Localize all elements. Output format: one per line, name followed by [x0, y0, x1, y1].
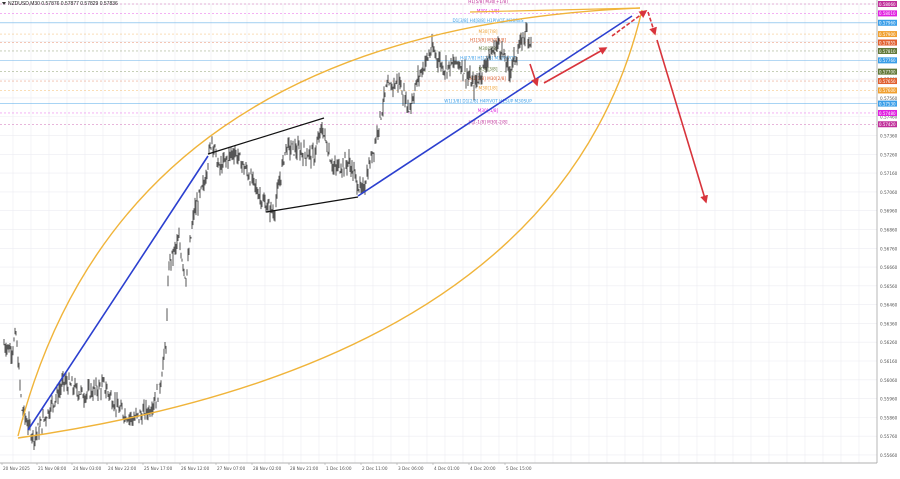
time-tick-label: 4 Dec 01:00 [434, 466, 460, 471]
price-badge-text: 0.57420 [879, 122, 896, 127]
arc-boundaries [17, 7, 643, 439]
price-tick-label: 0.57460 [880, 115, 898, 120]
time-tick-label: 5 Dec 15:00 [506, 466, 532, 471]
price-badge [878, 68, 897, 75]
level-label: D1[3/8] H4[8/8] H1PIVOT M30RES [452, 18, 523, 23]
price-badge-text: 0.57960 [879, 21, 896, 26]
price-badge-text: 0.57810 [879, 49, 896, 54]
price-tick-label: 0.57060 [880, 190, 898, 195]
level-label: M30[5/8] [479, 46, 498, 51]
price-badge [878, 47, 897, 54]
price-badge [878, 31, 897, 38]
price-badge-text: 0.57600 [879, 88, 896, 93]
price-badge-text: 0.57900 [879, 32, 896, 37]
price-tick-label: 0.56860 [880, 227, 898, 232]
price-badge [878, 87, 897, 94]
price-tick-label: 0.56560 [880, 284, 898, 289]
price-tick-label: 0.56760 [880, 246, 898, 251]
level-label: H4[7/8] H1[2/8] M30PIVOT [460, 55, 516, 60]
symbol-header: NZDUSD,M30 0.57876 0.57877 0.57829 0.578… [2, 1, 118, 7]
price-tick-label: 0.56960 [880, 209, 898, 214]
grid [0, 3, 877, 463]
price-badge [878, 109, 897, 116]
price-badge [878, 57, 897, 64]
level-label: H1[1/8] M30[2/8] [470, 76, 506, 81]
time-tick-label: 27 Nov 07:00 [217, 466, 246, 471]
price-tick-label: 0.57260 [880, 152, 898, 157]
price-badge [878, 100, 897, 107]
time-tick-label: 4 Dec 20:00 [470, 466, 496, 471]
price-tick-label: 0.56660 [880, 265, 898, 270]
price-badge [878, 78, 897, 85]
trendlines [27, 15, 633, 431]
price-tick-label: 0.56260 [880, 340, 898, 345]
level-label: W1[3/8] D1[2/8] H4PIVOT H1SUP M30SUP [444, 99, 532, 104]
price-badge-text: 0.57760 [879, 58, 896, 63]
projection-arrows [529, 10, 708, 204]
time-tick-label: 24 Nov 22:00 [108, 466, 137, 471]
level-label: H1[-1/8] M30[-2/8] [468, 119, 507, 124]
level-label: H1[3/8] M30[6/8] [470, 38, 506, 43]
price-axis[interactable]: 0.580600.579600.578600.577600.576600.575… [880, 2, 898, 458]
symbol-ohlc-text: NZDUSD,M30 0.57876 0.57877 0.57829 0.578… [8, 1, 118, 7]
price-tick-label: 0.56360 [880, 321, 898, 326]
level-label: H1[5/8] M30[+1/8] [468, 0, 508, 4]
time-tick-label: 24 Nov 03:00 [73, 466, 102, 471]
time-tick-label: 2 Dec 11:00 [362, 466, 388, 471]
price-badge [878, 121, 897, 128]
price-badge-text: 0.58060 [879, 2, 896, 7]
dropdown-triangle-icon[interactable] [2, 2, 6, 6]
price-badge [878, 1, 897, 7]
level-label: M30[7/8] [479, 29, 498, 34]
price-badge-text: 0.57650 [879, 79, 896, 84]
price-tick-label: 0.57160 [880, 171, 898, 176]
level-label: M30[+1/8] [477, 8, 500, 13]
price-tick-label: 0.56060 [880, 378, 898, 383]
time-tick-label: 26 Nov 12:00 [181, 466, 210, 471]
level-lines: H1[5/8] M30[+1/8] 0.58060 M30[+1/8] 0.58010… [0, 0, 897, 128]
time-tick-label: 1 Dec 16:00 [326, 466, 352, 471]
time-axis[interactable]: 20 Nov 2025 21 Nov 08:00 24 Nov 03:00 24 No… [1, 463, 532, 471]
price-badge-text: 0.57530 [879, 101, 896, 106]
price-tick-label: 0.56160 [880, 359, 898, 364]
time-tick-label: 20 Nov 2025 [3, 466, 30, 471]
channel-lines [207, 117, 359, 213]
price-tick-label: 0.55960 [880, 397, 898, 402]
price-tick-label: 0.57360 [880, 134, 898, 139]
price-badge-text: 0.57855 [879, 40, 896, 45]
price-badge-text: 0.57700 [879, 69, 896, 74]
price-tick-label: 0.57560 [880, 96, 898, 101]
time-tick-label: 28 Nov 21:00 [290, 466, 319, 471]
price-badge-text: 0.58010 [879, 11, 896, 16]
level-label: M30[3/8] [479, 67, 498, 72]
price-badge [878, 19, 897, 26]
price-tick-label: 0.55760 [880, 434, 898, 439]
time-tick-label: 25 Nov 17:00 [144, 466, 173, 471]
candlesticks [3, 22, 532, 451]
time-tick-label: 3 Dec 06:00 [398, 466, 424, 471]
price-badge-text: 0.57480 [879, 111, 896, 116]
time-tick-label: 21 Nov 08:00 [38, 466, 67, 471]
price-tick-label: 0.55860 [880, 415, 898, 420]
level-label: M30[1/8] [479, 85, 498, 90]
price-tick-label: 0.56460 [880, 303, 898, 308]
price-badge [878, 10, 897, 17]
time-tick-label: 28 Nov 02:00 [253, 466, 282, 471]
price-tick-label: 0.55660 [880, 453, 898, 458]
price-badge [878, 39, 897, 46]
